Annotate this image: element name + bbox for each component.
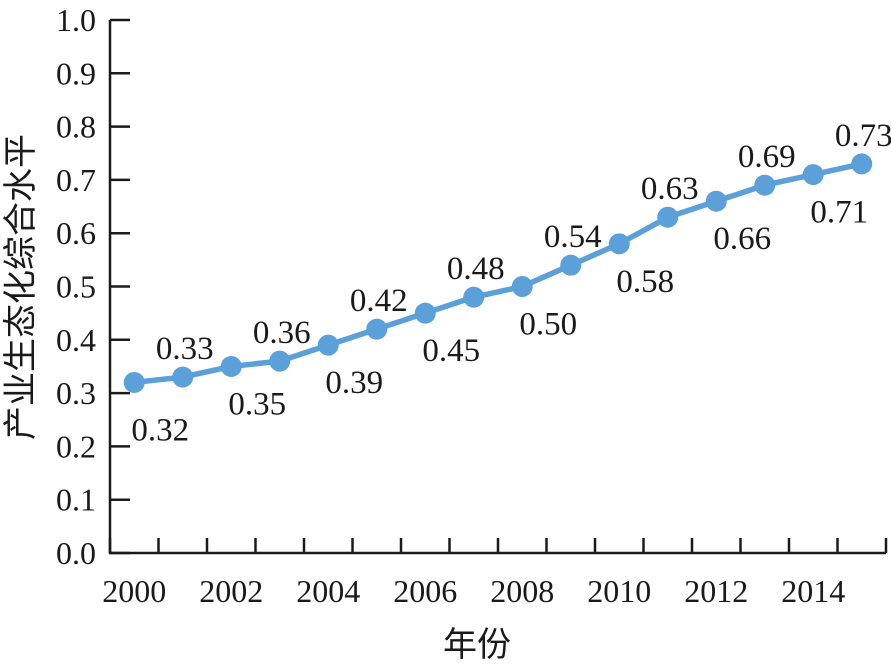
x-axis-title: 年份: [443, 626, 511, 664]
data-point: [123, 371, 145, 393]
series-line: [131, 161, 865, 386]
data-label: 0.33: [156, 331, 214, 367]
y-tick-label: 0.7: [56, 162, 96, 198]
x-tick-label: 2002: [199, 573, 263, 609]
data-label: 0.69: [738, 139, 796, 175]
data-point: [269, 350, 291, 372]
data-label: 0.42: [350, 283, 408, 319]
data-point: [754, 174, 776, 196]
data-point: [851, 153, 873, 175]
x-tick-label: 2010: [587, 573, 651, 609]
x-tick-label: 2004: [296, 573, 360, 609]
data-label: 0.71: [810, 195, 868, 231]
data-point: [463, 286, 485, 308]
data-point: [172, 366, 194, 388]
x-tick-label: 2000: [102, 573, 166, 609]
data-point: [657, 206, 679, 228]
plot-area: 0.0 0.1 0.2 0.3 0.4 0.5 0.6 0.7 0.8 0.9 1.0 2000 200…: [56, 2, 891, 609]
data-point: [511, 276, 533, 297]
data-label: 0.73: [835, 118, 891, 154]
y-tick-label: 0.3: [56, 375, 96, 411]
data-label: 0.66: [713, 221, 771, 257]
data-point: [802, 164, 824, 186]
y-tick-label: 0.1: [56, 482, 96, 518]
data-point: [317, 334, 339, 356]
data-label: 0.36: [253, 315, 311, 351]
x-tick-label: 2014: [781, 573, 845, 609]
data-label: 0.58: [616, 264, 674, 300]
data-label: 0.35: [228, 386, 286, 422]
y-axis-title: 产业生态化综合水平: [2, 134, 40, 440]
y-tick-label: 0.4: [56, 322, 96, 358]
y-tick-label: 0.0: [56, 535, 96, 571]
y-tick-label: 0.8: [56, 109, 96, 145]
data-label: 0.54: [544, 219, 602, 255]
x-tick-label: 2008: [490, 573, 554, 609]
data-label: 0.39: [325, 365, 383, 401]
y-tick-label: 0.5: [56, 269, 96, 305]
data-point: [608, 233, 630, 255]
data-point: [414, 302, 436, 324]
x-tick-label: 2006: [393, 573, 457, 609]
x-tick-label: 2012: [684, 573, 748, 609]
data-point: [220, 355, 242, 377]
y-tick-label: 1.0: [56, 2, 96, 38]
y-tick-label: 0.9: [56, 55, 96, 91]
data-label: 0.63: [641, 171, 699, 207]
data-point: [366, 318, 388, 340]
data-label: 0.32: [131, 412, 189, 448]
y-tick-label: 0.2: [56, 428, 96, 464]
data-label: 0.50: [519, 307, 577, 343]
data-point: [705, 190, 727, 212]
data-label: 0.45: [422, 333, 480, 369]
data-label: 0.48: [447, 251, 505, 287]
y-tick-label: 0.6: [56, 215, 96, 251]
data-point: [560, 254, 582, 276]
